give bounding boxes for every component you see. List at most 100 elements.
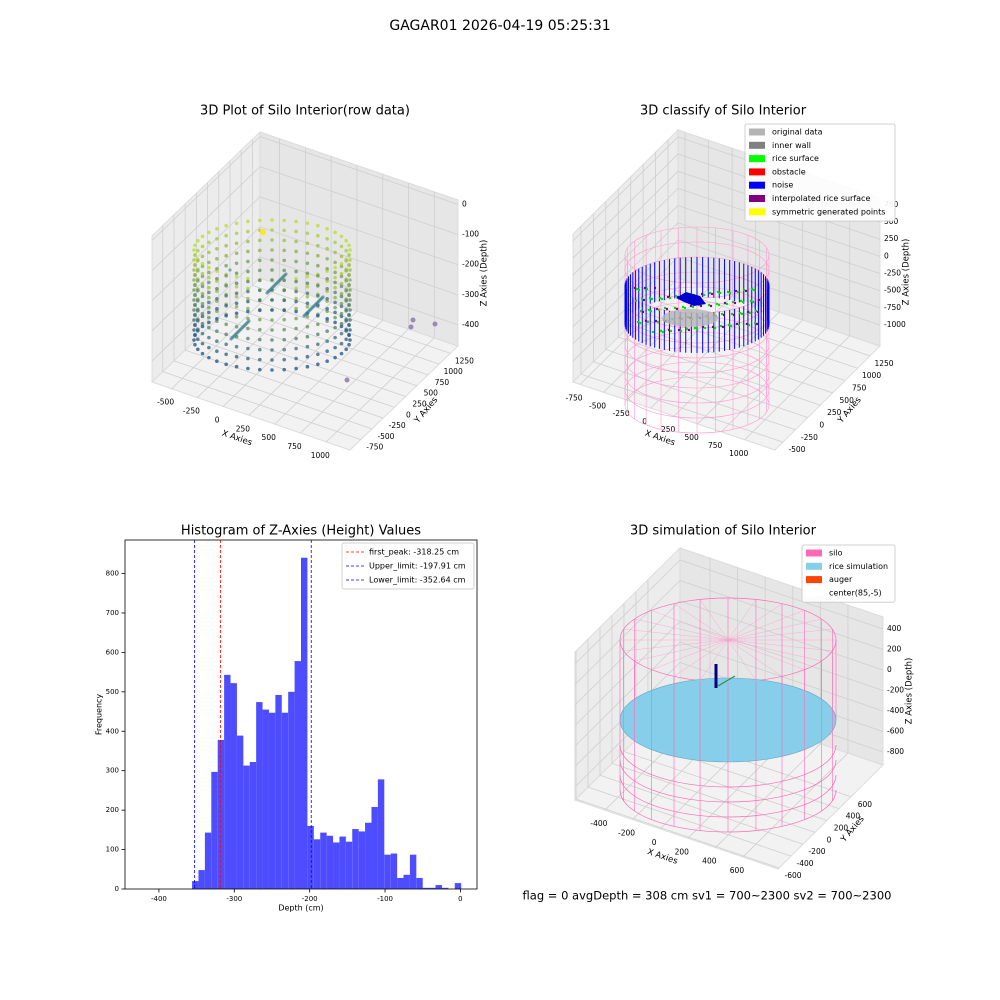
z-axis-label: Z Axies (Depth) [905,658,915,725]
grid-line [300,328,409,434]
cloud-point [246,289,250,294]
cloud-point [207,260,211,265]
x-tick-label: 0 [215,415,220,424]
cloud-point [200,294,205,299]
cloud-point [192,278,196,282]
bar [352,829,359,889]
cloud-point [316,243,320,248]
cloud-point [200,254,205,259]
grid-line [677,256,881,326]
grid-line [623,751,828,821]
cloud-point [234,261,239,266]
cloud-point [321,295,325,299]
grid-line [677,187,881,257]
grid-line [593,361,796,431]
point-cloud [624,226,770,434]
bar [333,842,340,889]
cloud-point [207,355,211,360]
bar [217,739,225,889]
grid-line [162,371,361,441]
cloud-point [344,337,348,342]
silo-roof [634,618,729,641]
cloud-point [294,276,298,281]
cloud-point [294,286,298,291]
cloud-point [215,349,219,354]
bar [326,835,334,889]
cloud-point [325,276,329,281]
cloud-point [305,314,310,319]
cloud-point [347,253,351,258]
cloud-point [234,281,239,286]
surface-point [751,300,755,304]
cloud-point [348,328,352,332]
cloud-point [246,336,250,341]
legend-swatch [749,168,765,176]
chart-title: 3D Plot of Silo Interior(row data) [200,104,410,119]
surface-point [701,325,705,329]
cloud-point [294,316,298,321]
cloud-point [193,333,197,338]
surface-point [639,309,643,313]
cloud-point [270,258,274,262]
cloud-point [207,345,211,350]
point-cloud [192,218,438,383]
bar [441,887,449,889]
surface-point [646,320,650,324]
grid-line [611,762,816,833]
cloud-point [316,273,320,278]
cloud-point [207,300,211,305]
cloud-point [339,234,344,239]
cloud-point [339,324,344,329]
cloud-point [234,284,239,289]
cloud-point [305,354,310,359]
silo-roof [727,628,833,641]
cloud-point [344,347,348,352]
cloud-point [344,288,348,293]
legend-swatch [806,576,822,584]
grid-line [650,303,756,409]
surface-point [757,298,761,302]
cloud-point [224,313,228,318]
x-tick-label: 750 [708,441,723,450]
cloud-point [246,239,250,244]
surface-point [656,320,660,324]
outlier [260,229,266,235]
surface-point [655,307,659,311]
grid-line [197,293,306,398]
cloud-point [282,278,287,283]
bar [294,661,301,889]
cloud-point [200,261,205,266]
x-tick-label: 250 [661,425,676,434]
bar [281,712,289,889]
x-tick-label: -300 [226,895,242,903]
chart-title: Histogram of Z-Axies (Height) Values [181,524,421,539]
cloud-point [246,219,250,224]
legend-box [341,542,475,590]
y-tick-label: 0 [827,835,832,844]
cloud-point [316,253,320,258]
surface-point [636,320,640,324]
cloud-point [224,303,228,308]
cloud-point [294,249,298,254]
grid-line [626,295,733,401]
cloud-point [257,357,262,362]
cloud-point [339,284,344,289]
cloud-point [294,299,298,304]
bar [236,735,244,889]
cloud-point [207,240,211,245]
bar [339,836,346,889]
cloud-point [200,264,205,269]
surface-point [685,327,689,331]
surface-point [753,321,757,325]
cloud-point [192,258,196,262]
bar [416,877,423,889]
surface-point [650,297,654,301]
cloud-point [294,269,298,274]
cloud-point [207,325,211,330]
cloud-point [305,304,310,309]
cloud-point [207,315,211,320]
chart-title: 3D classify of Silo Interior [640,104,807,119]
surface-point [708,291,712,295]
cloud-point [270,338,274,342]
cloud-point [333,300,337,305]
